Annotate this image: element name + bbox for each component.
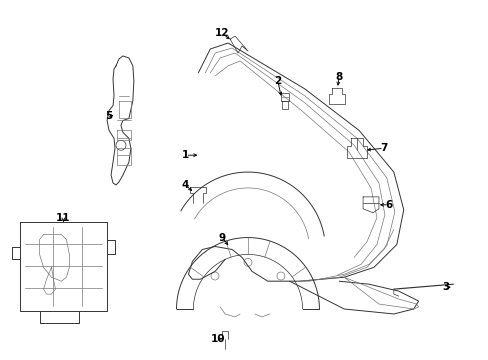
Text: 7: 7	[380, 143, 387, 153]
Text: 1: 1	[182, 150, 189, 160]
Text: 6: 6	[385, 200, 392, 210]
Text: 5: 5	[105, 111, 112, 121]
Text: 2: 2	[274, 76, 281, 86]
Text: 10: 10	[210, 334, 225, 344]
Text: 9: 9	[218, 233, 225, 243]
Text: 8: 8	[335, 72, 342, 82]
Text: 12: 12	[215, 28, 229, 38]
Text: 4: 4	[182, 180, 189, 190]
Text: 11: 11	[56, 213, 70, 223]
Text: 3: 3	[442, 282, 449, 292]
